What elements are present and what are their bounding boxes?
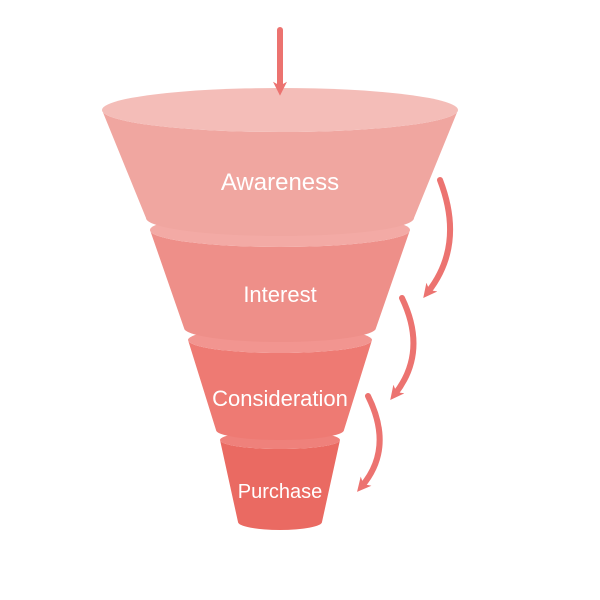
stage-label-interest: Interest [243, 282, 316, 307]
funnel-stage-consideration: Consideration [188, 327, 372, 440]
funnel-stage-awareness: Awareness [102, 88, 458, 236]
stage-label-purchase: Purchase [238, 481, 323, 503]
funnel-stage-purchase: Purchase [220, 431, 340, 530]
stage-label-consideration: Consideration [212, 386, 348, 411]
funnel-diagram: Purchase Consideration Interest Awareness [0, 0, 600, 600]
stage-label-awareness: Awareness [221, 169, 339, 196]
